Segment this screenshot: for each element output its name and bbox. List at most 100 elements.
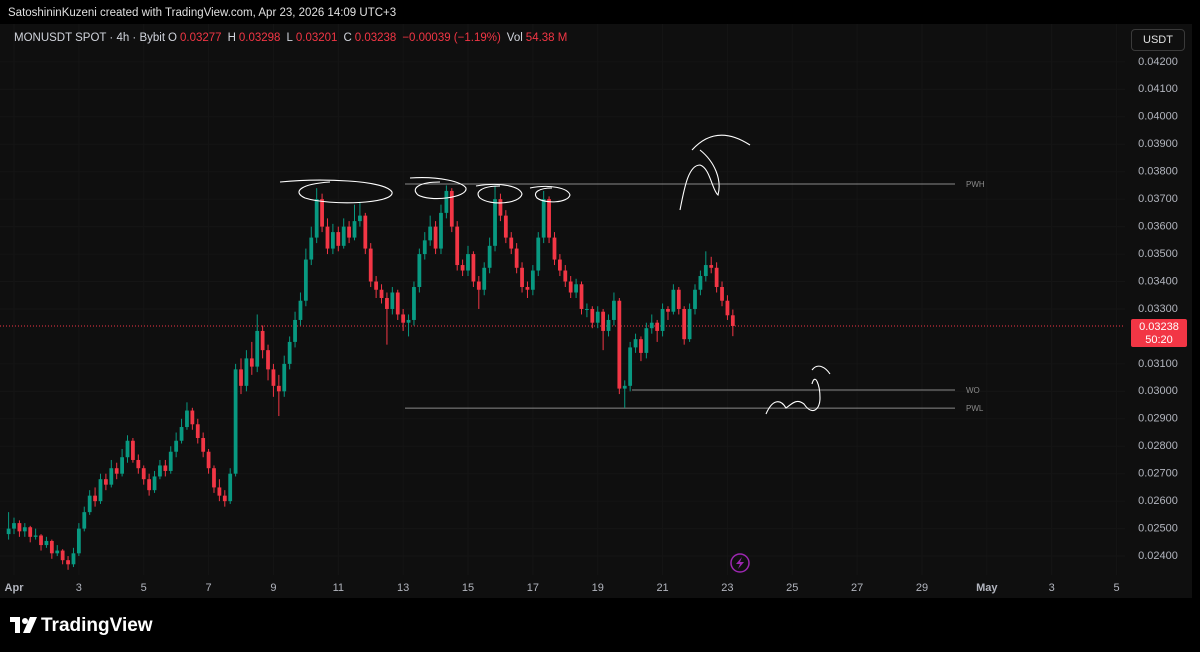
y-tick-label: 0.03800	[1138, 166, 1178, 178]
grid	[0, 24, 1125, 575]
candle-body	[341, 226, 346, 246]
legend-key: L	[286, 32, 293, 44]
candle-body	[109, 468, 114, 485]
candle-body	[168, 451, 173, 471]
candle-body	[395, 292, 400, 315]
candle-body	[60, 550, 65, 561]
candle-body	[503, 215, 508, 238]
candle-body	[520, 267, 524, 288]
candle-body	[82, 512, 87, 529]
candle-body	[352, 221, 357, 238]
price-tag	[1131, 318, 1187, 347]
legend-value: 0.03201	[295, 32, 338, 44]
brand-name: TradingView	[41, 615, 153, 636]
candle-body	[682, 308, 687, 340]
candle-body	[120, 457, 124, 474]
candle-body	[347, 226, 351, 238]
candle-body	[633, 339, 638, 348]
y-tick-label: 0.03000	[1138, 385, 1178, 397]
candle-body	[698, 276, 703, 290]
logo-shape	[10, 617, 20, 633]
candle-body	[460, 265, 465, 271]
candle-body	[314, 199, 319, 238]
candle-body	[444, 190, 449, 213]
candle-body	[206, 451, 211, 469]
candle-body	[482, 267, 487, 290]
candle-body	[449, 190, 454, 227]
candle-body	[76, 528, 81, 554]
candle-body	[590, 308, 595, 323]
candle-body	[547, 199, 551, 238]
candle-body	[471, 254, 476, 282]
drawing-ellipse	[475, 183, 523, 204]
candle-body	[114, 468, 119, 474]
levels: PWH WO PWL	[0, 180, 1125, 413]
x-tick-label: 27	[851, 582, 863, 594]
x-tick-label: 3	[76, 582, 82, 594]
x-tick-label: 5	[141, 582, 147, 594]
candle-body	[541, 199, 546, 238]
y-tick-label: 0.03300	[1138, 303, 1178, 315]
candle-body	[655, 322, 660, 331]
price-tag-value: 0.03238	[1139, 321, 1179, 333]
candle-body	[617, 300, 622, 389]
candle-body	[379, 289, 384, 298]
candle-body	[233, 369, 238, 474]
legend-key: Vol	[506, 32, 523, 44]
candle-body	[249, 358, 254, 367]
candle-body	[606, 319, 611, 331]
candle-body	[579, 284, 584, 309]
candle-body	[514, 248, 519, 268]
candle-body	[385, 297, 389, 309]
legend-key: H	[227, 32, 236, 44]
legend-change: −0.00039 (−1.19%)	[402, 32, 501, 44]
currency-button[interactable]: USDT	[1131, 29, 1185, 51]
candle-body	[136, 459, 141, 469]
candle-body	[639, 339, 643, 353]
candle-body	[374, 281, 379, 290]
candle-body	[201, 438, 206, 452]
events-icon-bolt	[736, 557, 744, 569]
events-icon[interactable]	[730, 553, 750, 573]
candle-body	[330, 232, 335, 249]
price-axis: 0.04200 0.04100 0.04000 0.03900 0.03800 0.037…	[1131, 56, 1187, 562]
candle-body	[298, 300, 303, 320]
candle-body	[179, 427, 184, 441]
candle-body	[55, 550, 60, 554]
candle-body	[158, 465, 162, 477]
y-tick-label: 0.02900	[1138, 413, 1178, 425]
candle-body	[6, 528, 11, 535]
candle-body	[309, 237, 314, 260]
candle-body	[644, 328, 649, 353]
candles	[6, 185, 735, 570]
credit: SatoshininKuzeni created with TradingVie…	[8, 7, 397, 19]
brand-logo: TradingView	[10, 615, 153, 636]
candle-body	[601, 311, 606, 331]
candle-body	[487, 245, 492, 268]
x-tick-label: 23	[721, 582, 733, 594]
candle-body	[466, 254, 470, 271]
y-tick-label: 0.04100	[1138, 83, 1178, 95]
drawing-ellipse	[279, 179, 393, 204]
candle-body	[131, 440, 135, 460]
candle-body	[498, 199, 503, 216]
candle-body	[671, 289, 676, 312]
candle-body	[66, 560, 70, 565]
candle-body	[730, 315, 735, 326]
candle-body	[455, 226, 460, 266]
candle-body	[412, 287, 416, 320]
y-tick-label: 0.02600	[1138, 495, 1178, 507]
chart-panel	[0, 24, 1192, 598]
candle-body	[185, 410, 189, 428]
candle-body	[103, 479, 108, 485]
candle-body	[125, 440, 130, 458]
candle-body	[12, 523, 16, 529]
x-tick-label: 17	[527, 582, 539, 594]
y-tick-label: 0.02700	[1138, 468, 1178, 480]
candle-body	[585, 308, 589, 310]
candle-body	[390, 292, 395, 309]
candle-body	[266, 350, 270, 370]
candle-body	[358, 215, 362, 222]
